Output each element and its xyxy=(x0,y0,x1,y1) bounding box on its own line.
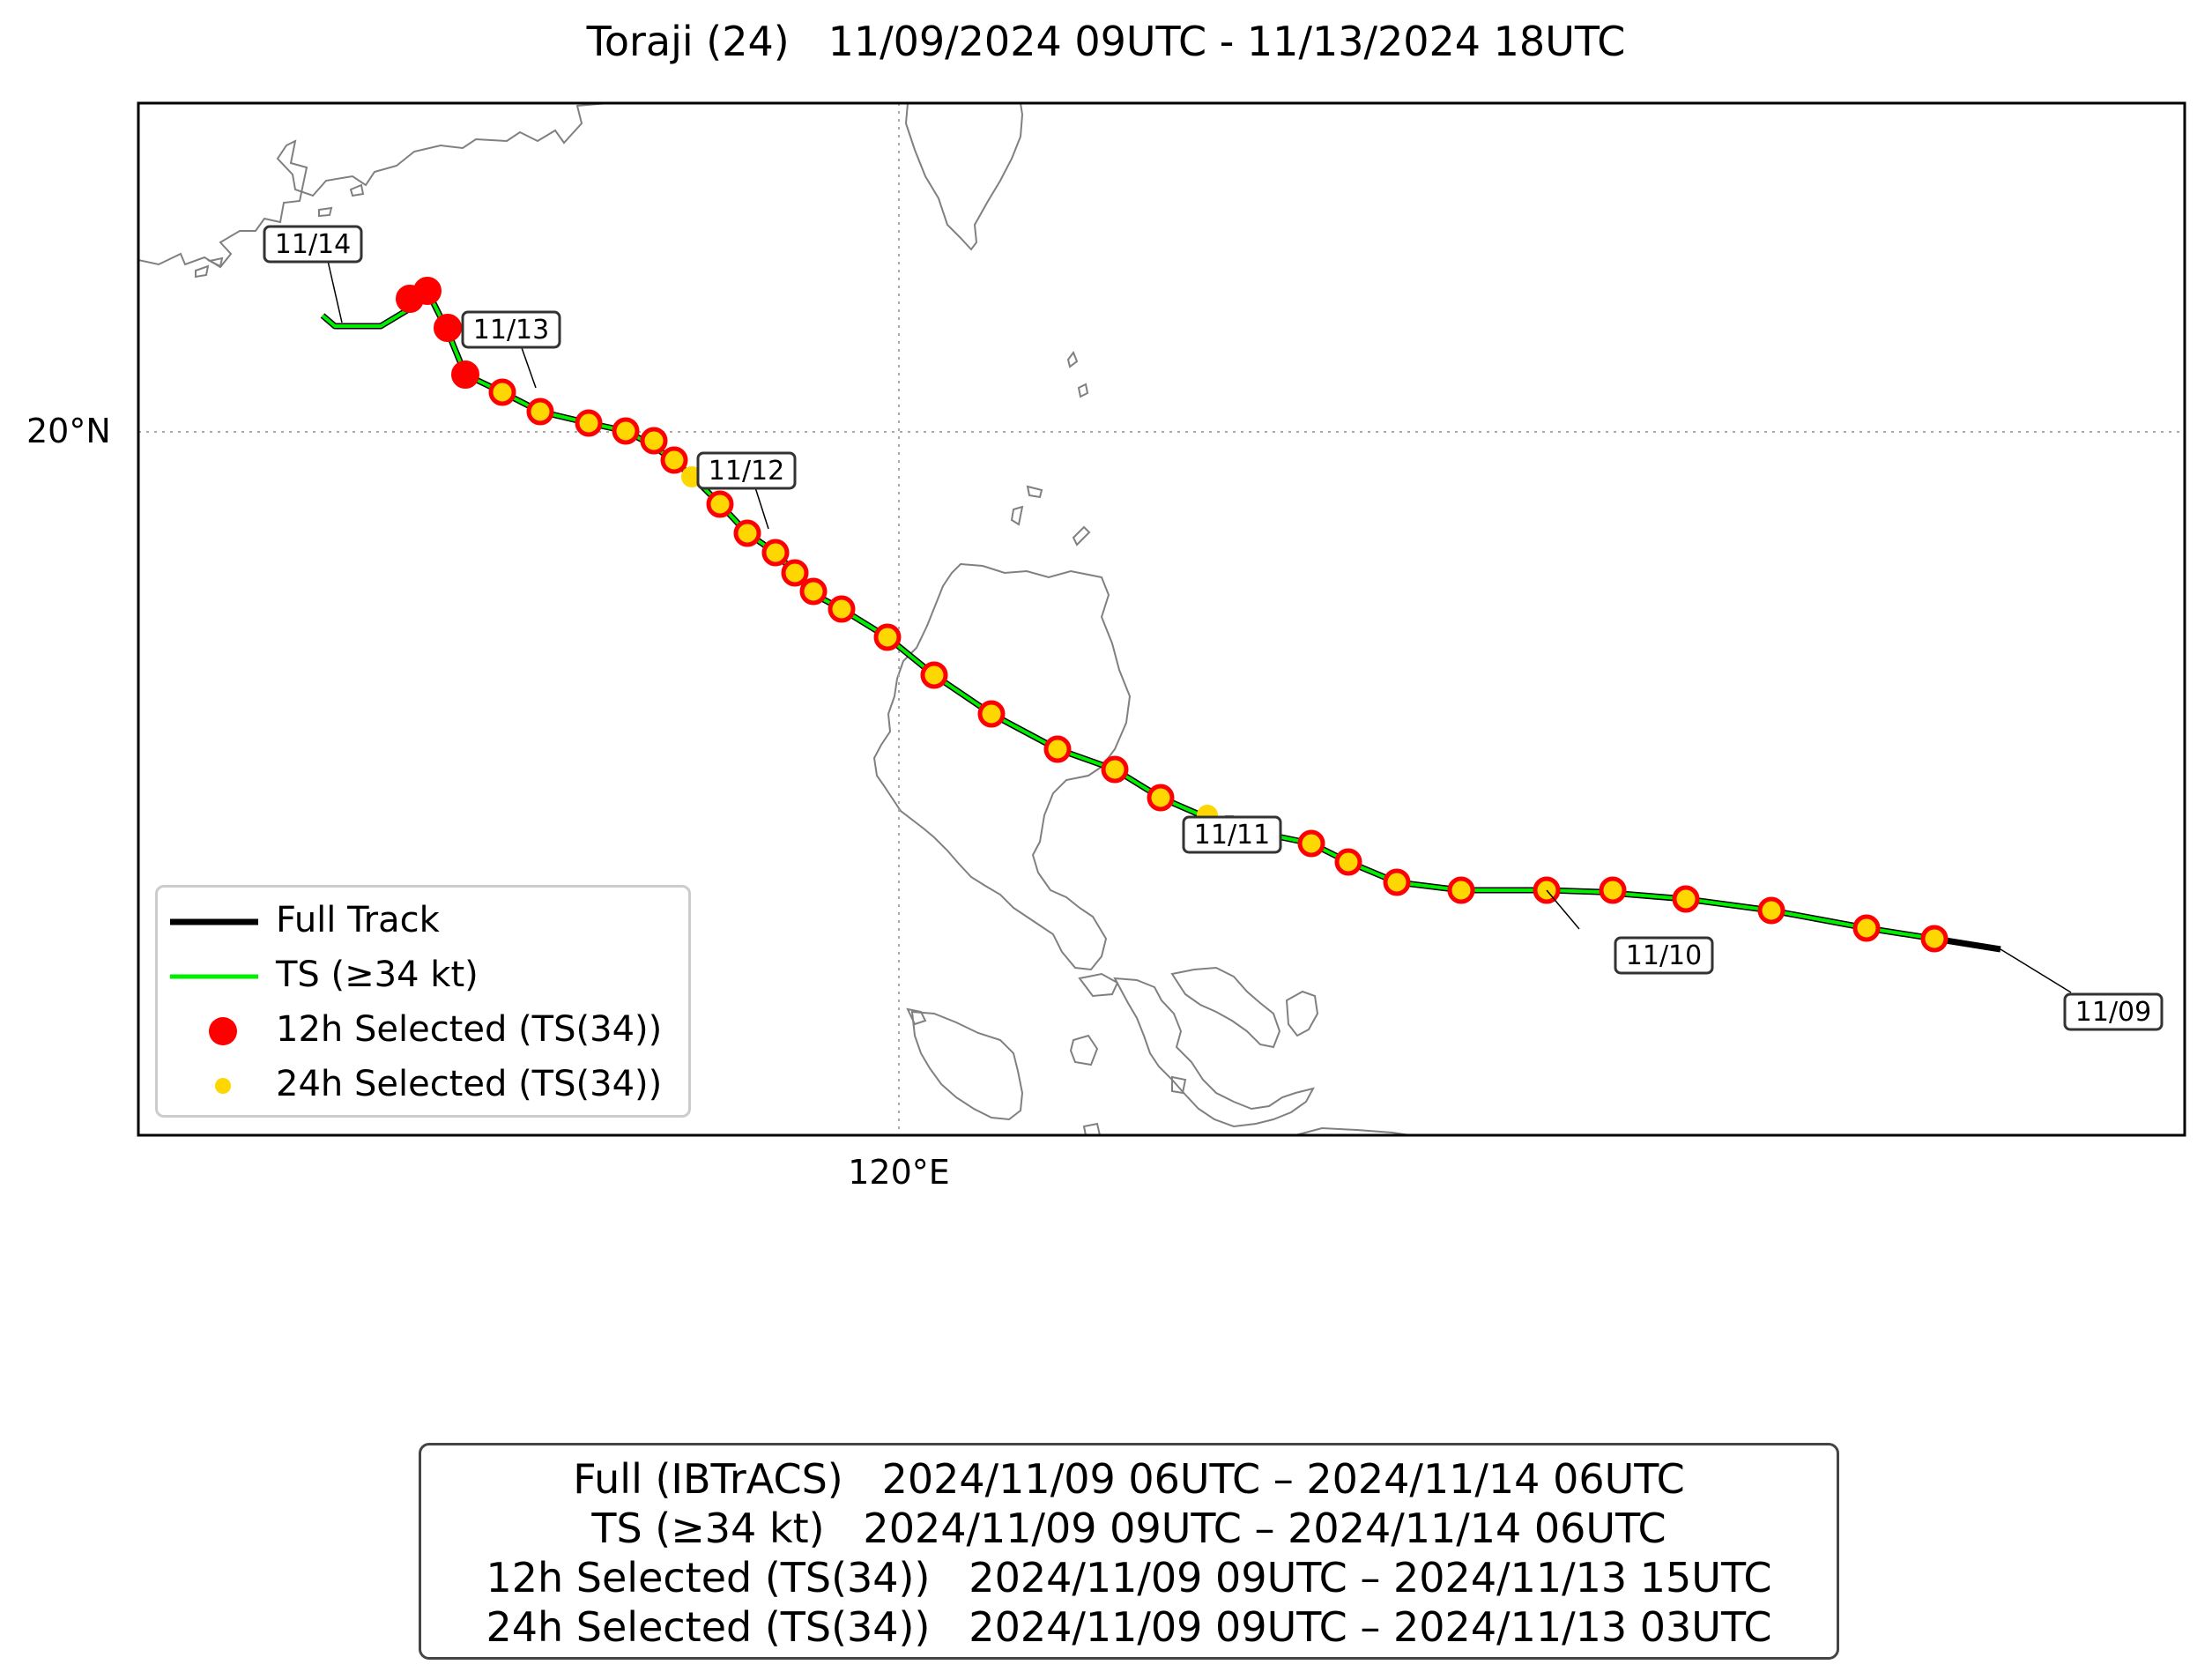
legend-label-sel12: 12h Selected (TS(34)) xyxy=(276,1009,663,1050)
sel12-point xyxy=(977,700,1006,728)
sel12-point xyxy=(799,577,828,606)
date-label-1111: 11/11 xyxy=(1182,815,1282,854)
legend-label-sel24: 24h Selected (TS(34)) xyxy=(276,1064,663,1104)
legend-label-ts: TS (≥34 kt) xyxy=(276,955,479,995)
svg-text:11/09: 11/09 xyxy=(2075,997,2151,1028)
sel12-point xyxy=(1334,848,1362,876)
date-labels: 11/14 11/13 11/12 11/11 11/10 11/09 xyxy=(263,225,2164,1031)
sel12-point xyxy=(1297,829,1325,858)
date-label-1109: 11/09 xyxy=(2063,992,2164,1031)
sel12-point xyxy=(1043,735,1072,763)
svg-text:11/14: 11/14 xyxy=(275,229,351,260)
sel12-point xyxy=(733,519,761,547)
coast-china-islands xyxy=(195,183,365,279)
sel12-point xyxy=(1147,784,1175,812)
summary-box: Full (IBTrACS) 2024/11/09 06UTC – 2024/1… xyxy=(419,1443,1839,1660)
map-frame xyxy=(137,101,2186,1137)
sel12-point xyxy=(706,490,734,518)
summary-line-sel24: 24h Selected (TS(34)) 2024/11/09 09UTC –… xyxy=(486,1603,1772,1651)
sel12-point xyxy=(781,559,809,587)
legend-row-sel12: 12h Selected (TS(34)) xyxy=(158,1004,688,1059)
sel12-point xyxy=(612,417,640,445)
sel12-point xyxy=(1599,876,1627,904)
sel12-point xyxy=(434,314,462,342)
legend-row-ts: TS (≥34 kt) xyxy=(158,949,688,1004)
coast-mindoro xyxy=(910,1010,1024,1121)
sel12-point xyxy=(1672,885,1700,913)
sel12-point xyxy=(1757,896,1785,925)
chart-title: Toraji (24) 11/09/2024 09UTC - 11/13/202… xyxy=(586,18,1626,65)
legend-label-full-track: Full Track xyxy=(276,900,440,940)
full-track-line xyxy=(320,287,2001,953)
legend: Full Track TS (≥34 kt) 12h Selected (TS(… xyxy=(155,885,691,1118)
sel12-point xyxy=(761,539,790,567)
svg-text:11/10: 11/10 xyxy=(1626,940,1702,971)
summary-line-ts: TS (≥34 kt) 2024/11/09 09UTC – 2024/11/1… xyxy=(591,1505,1666,1552)
svg-text:11/12: 11/12 xyxy=(709,456,784,487)
sel12-point xyxy=(451,360,479,389)
sel12-point xyxy=(1920,925,1948,953)
summary-line-sel12: 12h Selected (TS(34)) 2024/11/09 09UTC –… xyxy=(486,1554,1772,1601)
coast-taiwan xyxy=(904,103,1024,251)
legend-row-sel24: 24h Selected (TS(34)) xyxy=(158,1059,688,1113)
sel12-point xyxy=(1852,914,1881,942)
coastlines xyxy=(138,103,1411,1135)
lon-tick-label: 120°E xyxy=(848,1153,950,1192)
lat-tick-label: 20°N xyxy=(26,412,111,450)
summary-line-full: Full (IBTrACS) 2024/11/09 06UTC – 2024/1… xyxy=(573,1455,1685,1503)
sel12-point xyxy=(828,595,856,623)
sel12-point xyxy=(920,661,948,689)
date-label-1113: 11/13 xyxy=(461,310,561,349)
svg-text:11/13: 11/13 xyxy=(473,315,549,346)
date-label-1110: 11/10 xyxy=(1614,936,1714,975)
gridlines xyxy=(138,103,2185,1135)
coast-china xyxy=(138,103,609,269)
date-label-leaders xyxy=(327,260,2072,993)
sel12-point xyxy=(1101,755,1129,784)
tracks xyxy=(320,287,2001,953)
coast-islands-south xyxy=(906,966,1411,1135)
sel12-point xyxy=(488,378,516,406)
coast-small-islands xyxy=(1010,350,1091,546)
svg-text:11/11: 11/11 xyxy=(1194,820,1270,851)
ts-track-line xyxy=(321,289,1935,940)
date-label-1114: 11/14 xyxy=(263,225,363,264)
sel12-point xyxy=(1383,868,1411,896)
sel12-point xyxy=(660,446,688,474)
sel12-point xyxy=(640,427,668,455)
legend-row-full-track: Full Track xyxy=(158,895,688,949)
coast-luzon xyxy=(872,562,1132,971)
date-label-1112: 11/12 xyxy=(696,451,797,490)
selected-points xyxy=(396,277,1948,953)
sel12-point xyxy=(396,285,424,313)
sel12-point xyxy=(873,623,902,651)
sel12-point xyxy=(575,409,603,437)
sel12-point xyxy=(1447,876,1475,904)
sel12-point xyxy=(526,398,554,426)
